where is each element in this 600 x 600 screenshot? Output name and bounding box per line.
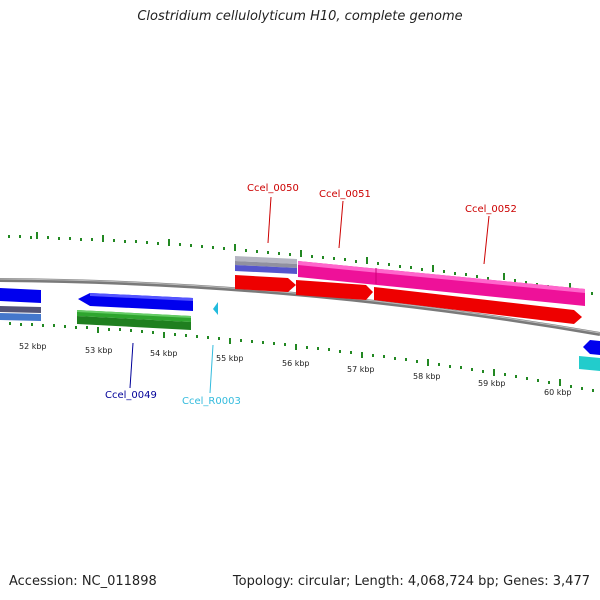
label-ccel-0051[interactable]: Ccel_0051 [319,189,371,200]
kbp-label-59: 59 kbp [478,379,506,388]
gene-ccel-0051[interactable] [296,280,373,300]
leader-ccel-0049 [129,342,134,389]
leader-ccel-0050 [267,196,272,244]
leader-ccel-0051 [338,200,344,249]
leader-ccel-r0003 [209,344,214,394]
label-ccel-0050[interactable]: Ccel_0050 [247,183,299,194]
lower-tick-track [9,322,594,392]
label-ccel-0049[interactable]: Ccel_0049 [105,390,157,401]
gene-ccel-0050[interactable] [235,275,296,292]
kbp-label-52: 52 kbp [19,342,47,351]
kbp-label-55: 55 kbp [216,354,244,363]
right-edge-features [579,340,600,371]
gene-ccel-r0003[interactable] [213,302,218,315]
left-edge-features [0,288,41,321]
gene-ccel-0050-feature [235,256,297,274]
label-ccel-0052[interactable]: Ccel_0052 [465,204,517,215]
gene-ccel-0051-0052-feature [298,261,585,306]
gene-ccel-0049-feature [77,310,191,330]
kbp-label-58: 58 kbp [413,372,441,381]
map-title: Clostridium cellulolyticum H10, complete… [137,9,463,24]
kbp-label-60: 60 kbp [544,388,572,397]
gene-ccel-0052[interactable] [374,287,582,324]
genome-summary-text: Topology: circular; Length: 4,068,724 bp… [232,574,590,589]
leader-ccel-0052 [483,215,490,265]
kbp-label-54: 54 kbp [150,349,178,358]
kbp-label-56: 56 kbp [282,359,310,368]
kbp-label-53: 53 kbp [85,346,113,355]
label-ccel-r0003[interactable]: Ccel_R0003 [182,396,241,407]
accession-text: Accession: NC_011898 [9,574,157,589]
kbp-tick-labels: 52 kbp 53 kbp 54 kbp 55 kbp 56 kbp 57 kb… [19,342,572,397]
kbp-label-57: 57 kbp [347,365,375,374]
upper-tick-track [8,232,593,295]
